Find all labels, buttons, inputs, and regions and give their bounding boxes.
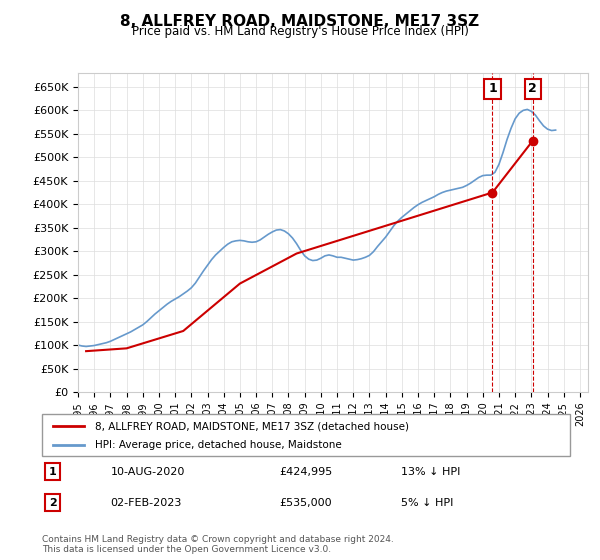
Text: 1: 1	[49, 467, 56, 477]
Text: 5% ↓ HPI: 5% ↓ HPI	[401, 498, 454, 507]
Text: 02-FEB-2023: 02-FEB-2023	[110, 498, 182, 507]
Text: Contains HM Land Registry data © Crown copyright and database right 2024.
This d: Contains HM Land Registry data © Crown c…	[42, 535, 394, 554]
Text: 8, ALLFREY ROAD, MAIDSTONE, ME17 3SZ: 8, ALLFREY ROAD, MAIDSTONE, ME17 3SZ	[121, 14, 479, 29]
Text: 2: 2	[49, 498, 56, 507]
Text: Price paid vs. HM Land Registry's House Price Index (HPI): Price paid vs. HM Land Registry's House …	[131, 25, 469, 38]
Text: 8, ALLFREY ROAD, MAIDSTONE, ME17 3SZ (detached house): 8, ALLFREY ROAD, MAIDSTONE, ME17 3SZ (de…	[95, 421, 409, 431]
Text: 1: 1	[488, 82, 497, 95]
Text: HPI: Average price, detached house, Maidstone: HPI: Average price, detached house, Maid…	[95, 440, 341, 450]
Text: 13% ↓ HPI: 13% ↓ HPI	[401, 467, 460, 477]
FancyBboxPatch shape	[42, 414, 570, 456]
Text: £535,000: £535,000	[280, 498, 332, 507]
Text: 2: 2	[528, 82, 537, 95]
Text: £424,995: £424,995	[280, 467, 333, 477]
Text: 10-AUG-2020: 10-AUG-2020	[110, 467, 185, 477]
